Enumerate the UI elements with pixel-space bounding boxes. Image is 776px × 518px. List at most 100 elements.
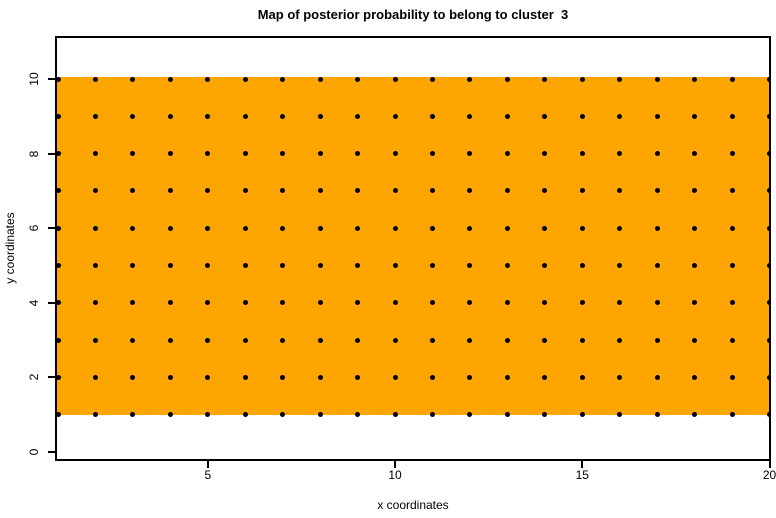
grid-point (654, 225, 660, 231)
y-axis-tick-label: 10 (27, 72, 41, 86)
grid-point (767, 76, 769, 82)
x-axis-tick (768, 461, 771, 468)
grid-point (355, 300, 361, 306)
grid-point (57, 76, 61, 82)
grid-point (280, 188, 286, 194)
grid-point (542, 151, 548, 157)
grid-point (542, 412, 548, 418)
grid-point (92, 337, 98, 343)
grid-point (205, 374, 211, 380)
grid-point (57, 225, 61, 231)
grid-point (617, 188, 623, 194)
grid-point (317, 76, 323, 82)
grid-point (355, 263, 361, 268)
grid-point (392, 225, 398, 231)
grid-point (467, 188, 473, 194)
grid-point (767, 337, 769, 343)
grid-point (242, 151, 248, 157)
grid-point (504, 113, 510, 119)
grid-point (355, 188, 361, 194)
grid-point (392, 263, 398, 268)
grid-point (317, 412, 323, 418)
y-axis-tick-label: 2 (27, 374, 41, 381)
grid-point (242, 412, 248, 418)
grid-point (92, 412, 98, 418)
grid-point (280, 151, 286, 157)
grid-point (504, 188, 510, 194)
grid-point (579, 225, 585, 231)
grid-point (692, 337, 698, 343)
grid-point (617, 225, 623, 231)
y-axis-tick-label: 0 (27, 448, 41, 456)
probability-fill-region (57, 77, 769, 415)
grid-point (317, 337, 323, 343)
grid-point (692, 151, 698, 157)
grid-point (542, 225, 548, 231)
grid-point (504, 263, 510, 268)
grid-point (205, 188, 211, 194)
grid-point (692, 113, 698, 119)
grid-point (542, 76, 548, 82)
grid-point (167, 113, 173, 119)
grid-point (92, 76, 98, 82)
y-axis-tick-label: 6 (27, 224, 41, 232)
grid-point (280, 412, 286, 418)
grid-point (654, 300, 660, 306)
grid-point (617, 337, 623, 343)
grid-point (654, 263, 660, 268)
grid-point (57, 113, 61, 119)
grid-point (692, 300, 698, 306)
grid-point (729, 113, 735, 119)
grid-point (167, 225, 173, 231)
grid-point (504, 225, 510, 231)
grid-point (617, 374, 623, 380)
grid-point (692, 76, 698, 82)
grid-point (504, 76, 510, 82)
chart-title: Map of posterior probability to belong t… (257, 7, 569, 22)
grid-point (317, 225, 323, 231)
grid-point (242, 225, 248, 231)
grid-point (542, 300, 548, 306)
grid-point (467, 337, 473, 343)
grid-point (242, 263, 248, 268)
grid-point (317, 263, 323, 268)
grid-point (729, 374, 735, 380)
grid-point (617, 263, 623, 268)
grid-point (767, 113, 769, 119)
grid-point (617, 412, 623, 418)
grid-point (430, 151, 435, 157)
grid-point (767, 263, 769, 268)
grid-point (355, 151, 361, 157)
grid-point (767, 225, 769, 231)
grid-point (692, 374, 698, 380)
x-axis-tick-label: 15 (575, 468, 589, 482)
grid-point (542, 113, 548, 119)
grid-point (579, 188, 585, 194)
grid-point (167, 337, 173, 343)
grid-point (280, 337, 286, 343)
grid-point (242, 337, 248, 343)
grid-point (205, 113, 211, 119)
grid-point (467, 374, 473, 380)
grid-point (205, 337, 211, 343)
grid-point (205, 263, 211, 268)
grid-point (467, 225, 473, 231)
grid-point (392, 151, 398, 157)
grid-point (467, 151, 473, 157)
grid-point (130, 76, 136, 82)
grid-point (167, 374, 173, 380)
grid-point (729, 188, 735, 194)
y-axis-tick (48, 227, 55, 230)
grid-point (280, 374, 286, 380)
grid-point (205, 300, 211, 306)
grid-point (392, 188, 398, 194)
grid-point (242, 113, 248, 119)
grid-point (467, 263, 473, 268)
grid-point (57, 188, 61, 194)
y-axis-tick (48, 376, 55, 379)
grid-point (579, 113, 585, 119)
grid-point (392, 300, 398, 306)
grid-point (430, 188, 435, 194)
grid-point (242, 76, 248, 82)
